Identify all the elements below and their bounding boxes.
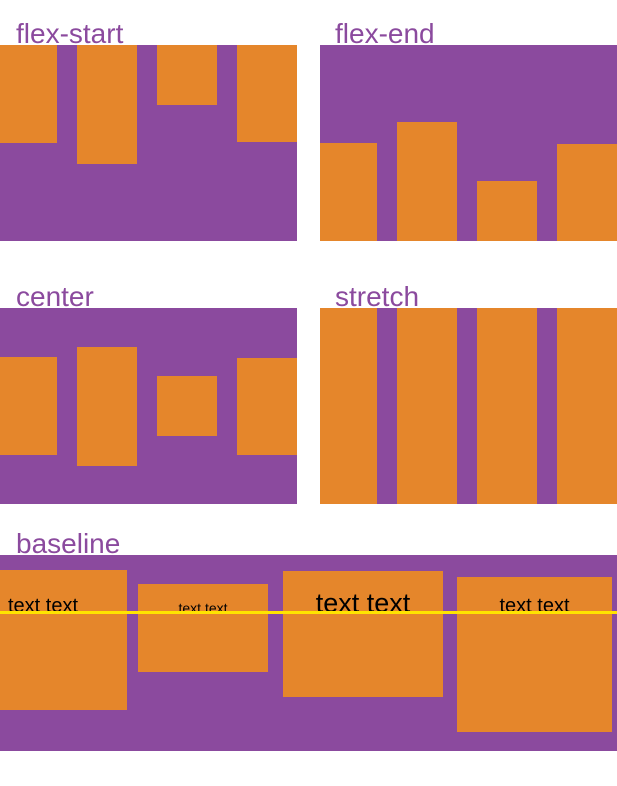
flex-item [77,346,137,466]
flex-item-with-text: text text [138,584,268,672]
flex-item [477,181,537,241]
flex-item-with-text: text text [457,577,612,732]
flex-item [0,45,57,143]
flex-item [157,45,217,105]
panel-baseline: text text text text text text text text [0,555,617,751]
flex-item [477,308,537,504]
flex-item [0,357,57,455]
panel-label-flex-start: flex-start [16,18,124,49]
flex-item [237,45,297,142]
panel-center [0,308,297,504]
flex-item [397,122,457,241]
flex-item [557,308,617,504]
flex-item-with-text: text text [0,570,127,710]
panel-label-baseline: baseline [16,528,121,559]
panel-flex-end [320,45,617,241]
baseline-rule [0,611,617,614]
panel-label-stretch: stretch [335,281,420,312]
flex-item [320,308,377,504]
panel-flex-start [0,45,297,241]
flex-item [237,357,297,455]
panel-label-center: center [16,281,94,312]
flex-item [557,144,617,241]
panel-label-flex-end: flex-end [335,18,435,49]
flex-item [77,45,137,164]
flex-item [320,143,377,241]
flex-item-with-text: text text [283,571,443,697]
flex-item [157,376,217,436]
flex-item [397,308,457,504]
panel-stretch [320,308,617,504]
